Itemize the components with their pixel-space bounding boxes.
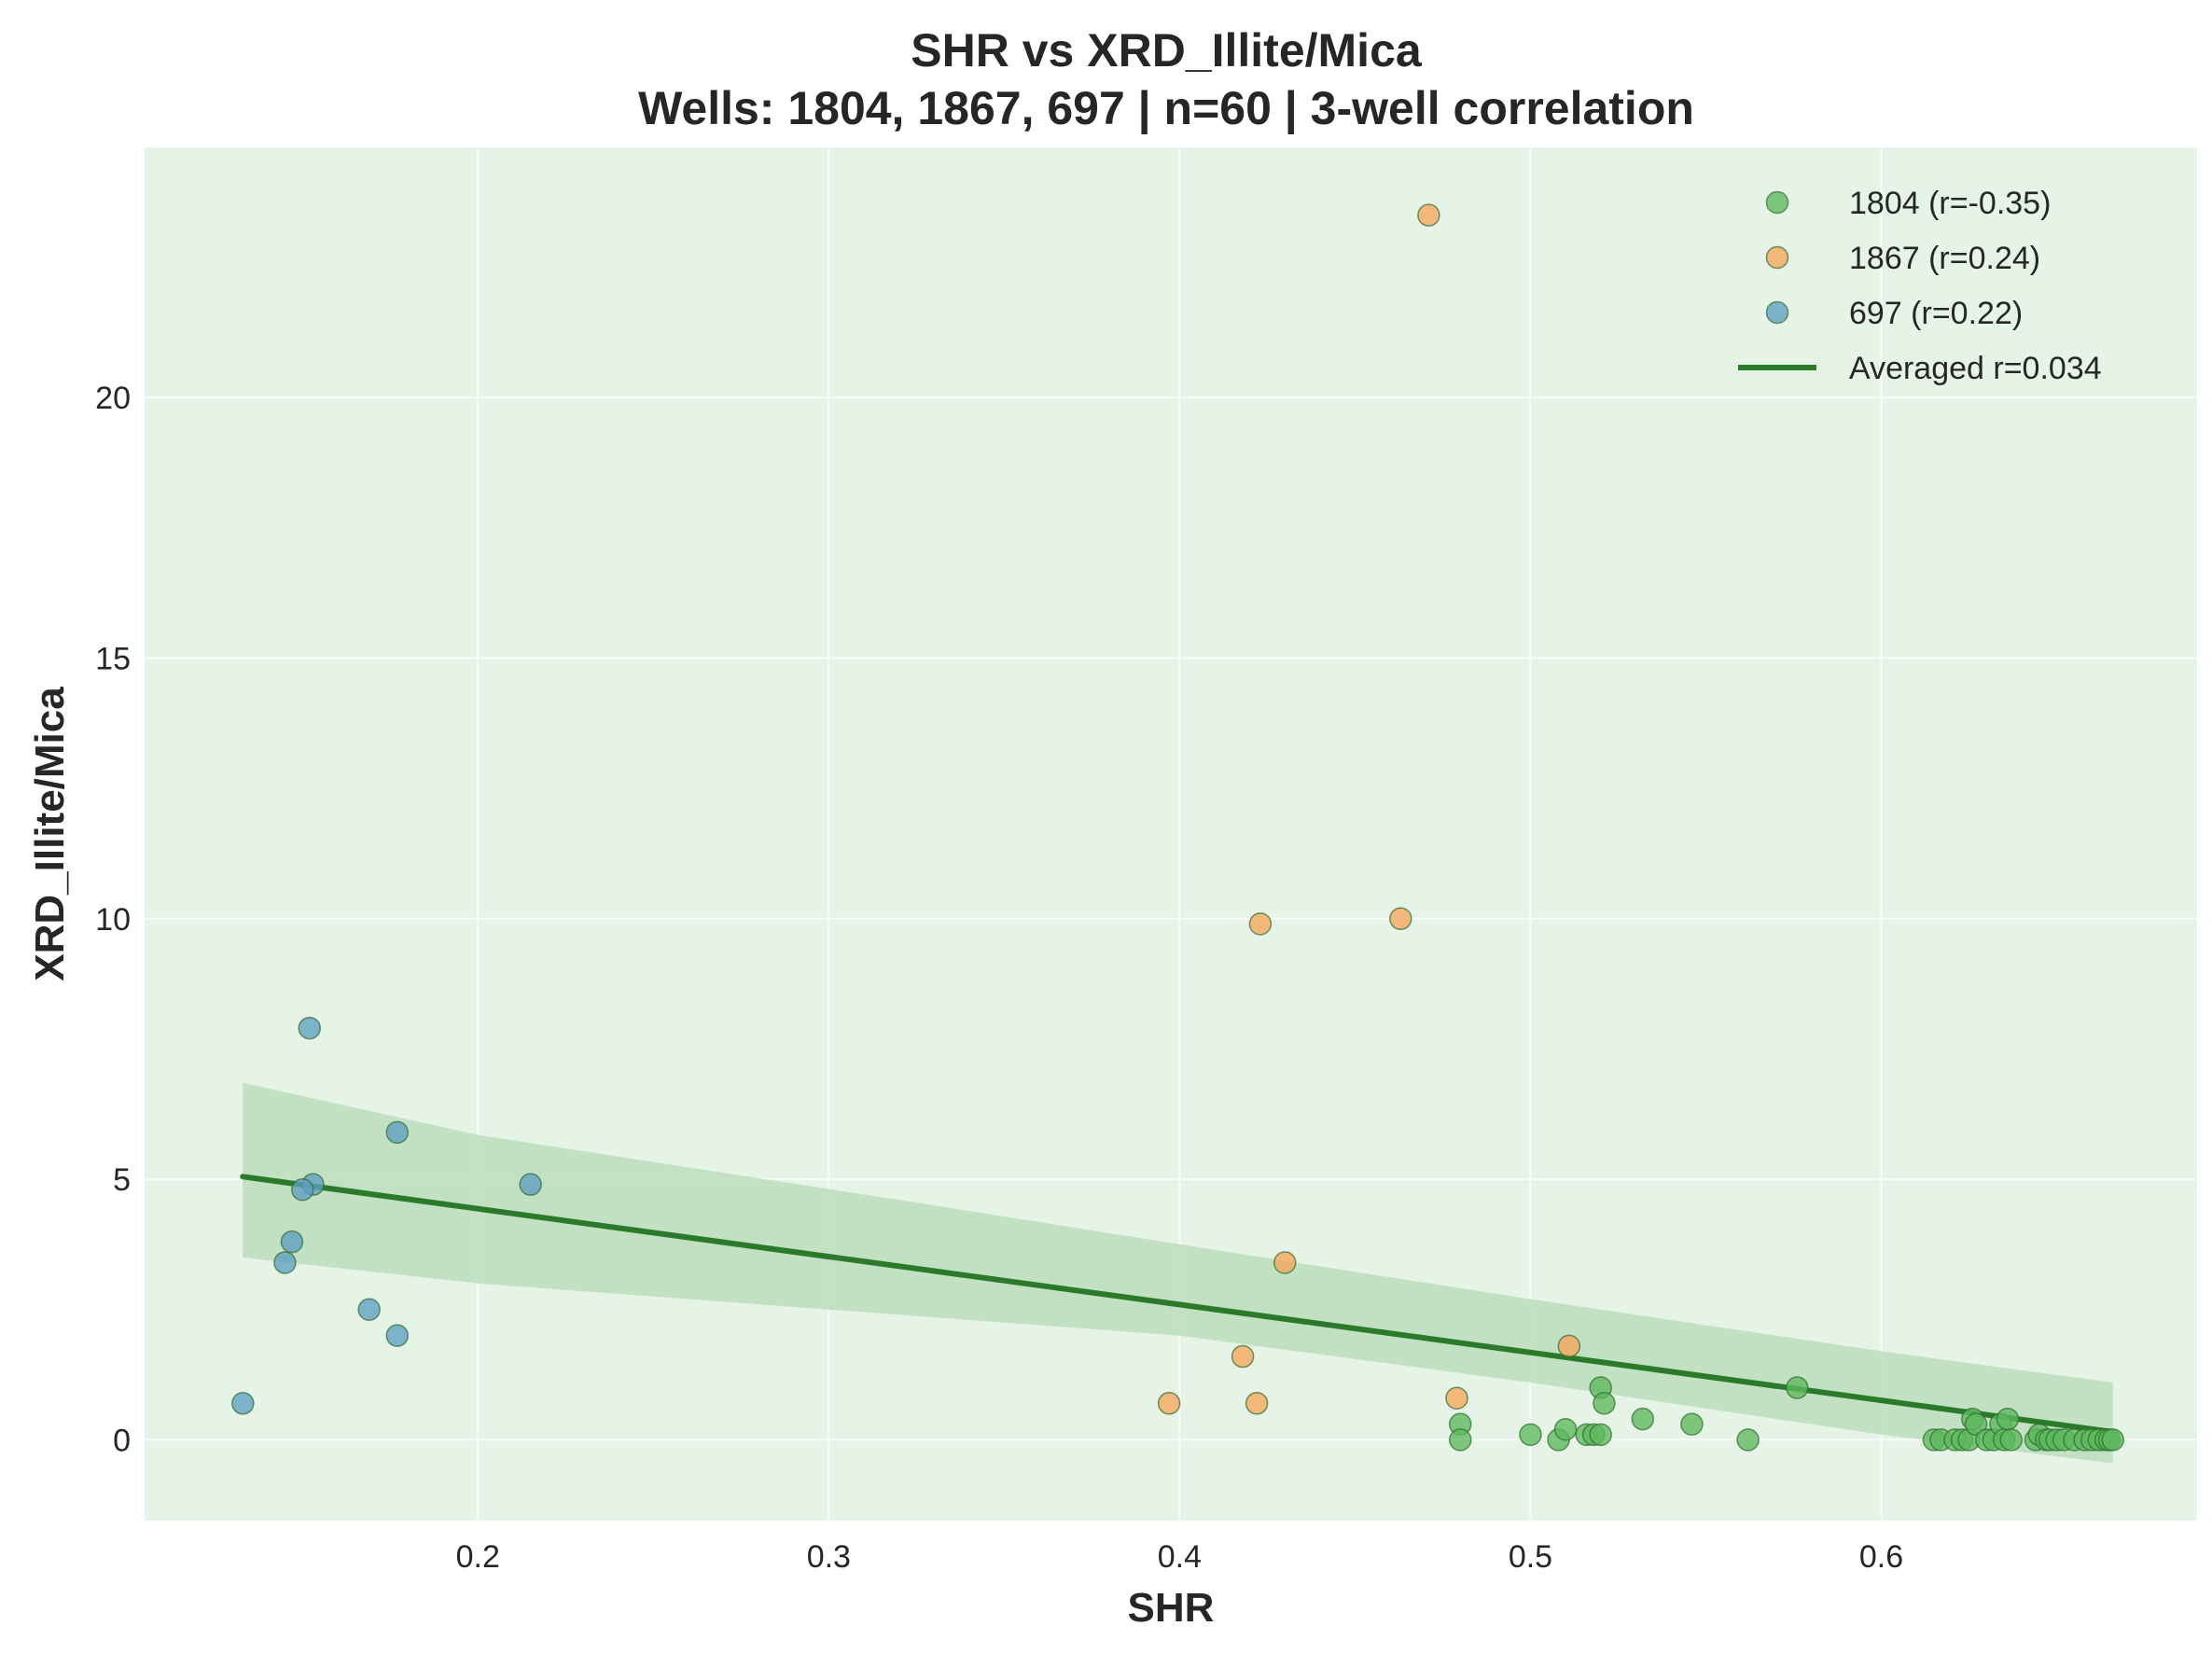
data-point [273, 1251, 297, 1274]
data-point [280, 1230, 304, 1254]
data-point [1996, 1407, 2020, 1431]
data-point [1680, 1412, 1704, 1436]
data-point [231, 1392, 255, 1415]
data-point [290, 1178, 314, 1202]
data-point [1389, 907, 1412, 931]
x-tick-label: 0.4 [1158, 1539, 1202, 1575]
y-tick-label: 20 [95, 381, 131, 416]
data-point [1445, 1386, 1468, 1410]
data-point [1248, 912, 1273, 936]
chart-title: SHR vs XRD_Illite/Mica [911, 24, 1423, 76]
data-point [2101, 1428, 2124, 1452]
data-point [1273, 1251, 1297, 1274]
x-tick-label: 0.6 [1859, 1539, 1903, 1575]
legend: 1804 (r=-0.35) 1867 (r=0.24) 697 (r=0.22) A… [1738, 186, 2102, 386]
legend-label: 1867 (r=0.24) [1849, 241, 2040, 276]
x-tick-label: 0.3 [807, 1539, 851, 1575]
data-point [1449, 1428, 1472, 1452]
legend-marker [1765, 245, 1789, 270]
y-tick-label: 0 [113, 1423, 131, 1458]
y-axis-label: XRD_Illite/Mica [27, 687, 73, 981]
data-point [298, 1016, 322, 1040]
legend-label: Averaged r=0.034 [1849, 351, 2102, 386]
chart-subtitle: Wells: 1804, 1867, 697 | n=60 | 3-well c… [638, 82, 1694, 135]
legend-label: 1804 (r=-0.35) [1849, 186, 2051, 221]
data-point [1157, 1392, 1181, 1415]
data-point [1999, 1428, 2023, 1452]
data-point [1231, 1344, 1255, 1369]
data-point [1245, 1392, 1269, 1415]
data-point [1519, 1423, 1542, 1447]
data-point [1786, 1376, 1809, 1399]
x-axis-label: SHR [1128, 1585, 1215, 1631]
data-point [357, 1298, 381, 1322]
legend-label: 697 (r=0.22) [1849, 296, 2023, 331]
data-point [1553, 1417, 1578, 1441]
data-point [385, 1324, 410, 1347]
data-point [1964, 1412, 1988, 1436]
data-point [1593, 1392, 1616, 1415]
x-tick-label: 0.2 [456, 1539, 500, 1575]
x-tick-label: 0.5 [1509, 1539, 1552, 1575]
data-point [385, 1120, 410, 1145]
data-point [1417, 203, 1440, 227]
y-tick-label: 10 [95, 902, 131, 938]
legend-marker [1765, 190, 1789, 215]
grid-lines [145, 147, 2197, 1521]
data-point [1736, 1428, 1760, 1452]
y-tick-label: 5 [113, 1162, 131, 1198]
data-point [1557, 1334, 1581, 1358]
data-point [519, 1173, 542, 1196]
scatter-points [231, 203, 2124, 1452]
tick-labels: 0.2 0.3 0.4 0.5 0.6 0 5 10 15 20 [95, 381, 1903, 1575]
data-point [1589, 1423, 1612, 1447]
data-point [1631, 1407, 1655, 1431]
y-tick-label: 15 [95, 641, 131, 676]
legend-marker [1765, 300, 1789, 325]
